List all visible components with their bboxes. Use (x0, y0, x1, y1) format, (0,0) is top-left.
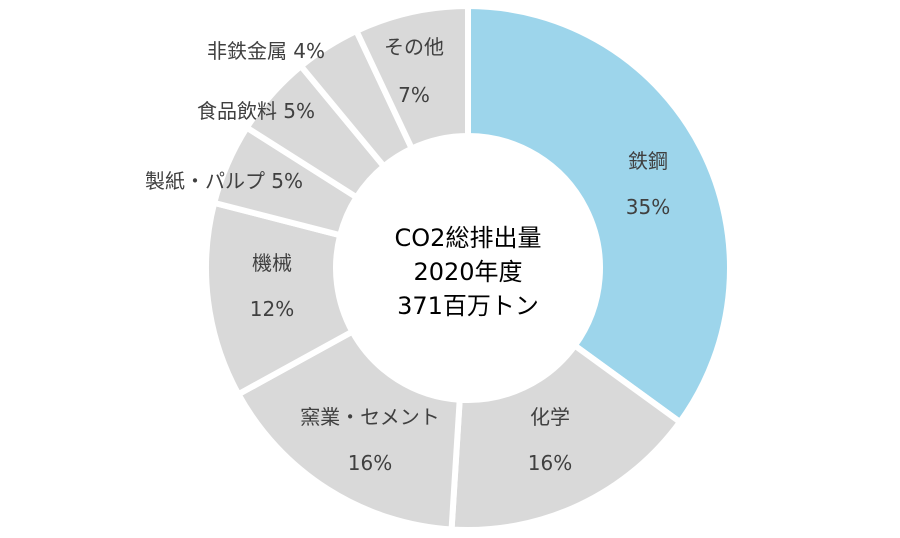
slice-2 (234, 327, 463, 533)
slice-name-value-label: 製紙・パルプ 5% (145, 169, 303, 193)
slice-value-label: 7% (398, 83, 430, 107)
slice-name-value-label: 非鉄金属 4% (207, 39, 325, 63)
slice-value-label: 35% (626, 195, 670, 219)
center-label: CO2総排出量 2020年度 371百万トン (395, 224, 542, 320)
donut-slices (203, 2, 733, 533)
center-text-line-2: 2020年度 (413, 258, 522, 286)
slice-name-label: 鉄鋼 (628, 149, 668, 173)
slice-name-label: 化学 (530, 405, 570, 429)
center-text-line-1: CO2総排出量 (395, 224, 542, 252)
slice-labels: 鉄鋼 35% 化学 16% 窯業・セメント 16% 機械 12% 製紙・パルプ 5% 食品飲料 5… (145, 35, 670, 475)
slice-name-value-label: 食品飲料 5% (197, 99, 315, 123)
center-text-line-3: 371百万トン (397, 292, 539, 320)
slice-7 (352, 2, 471, 153)
slice-name-label: 窯業・セメント (300, 405, 440, 429)
slice-value-label: 16% (528, 451, 572, 475)
slice-name-label: 機械 (252, 251, 292, 275)
slice-value-label: 12% (250, 297, 294, 321)
slice-0 (465, 2, 733, 427)
slice-name-label: その他 (384, 35, 444, 59)
slice-value-label: 16% (348, 451, 392, 475)
slice-1 (448, 341, 685, 533)
